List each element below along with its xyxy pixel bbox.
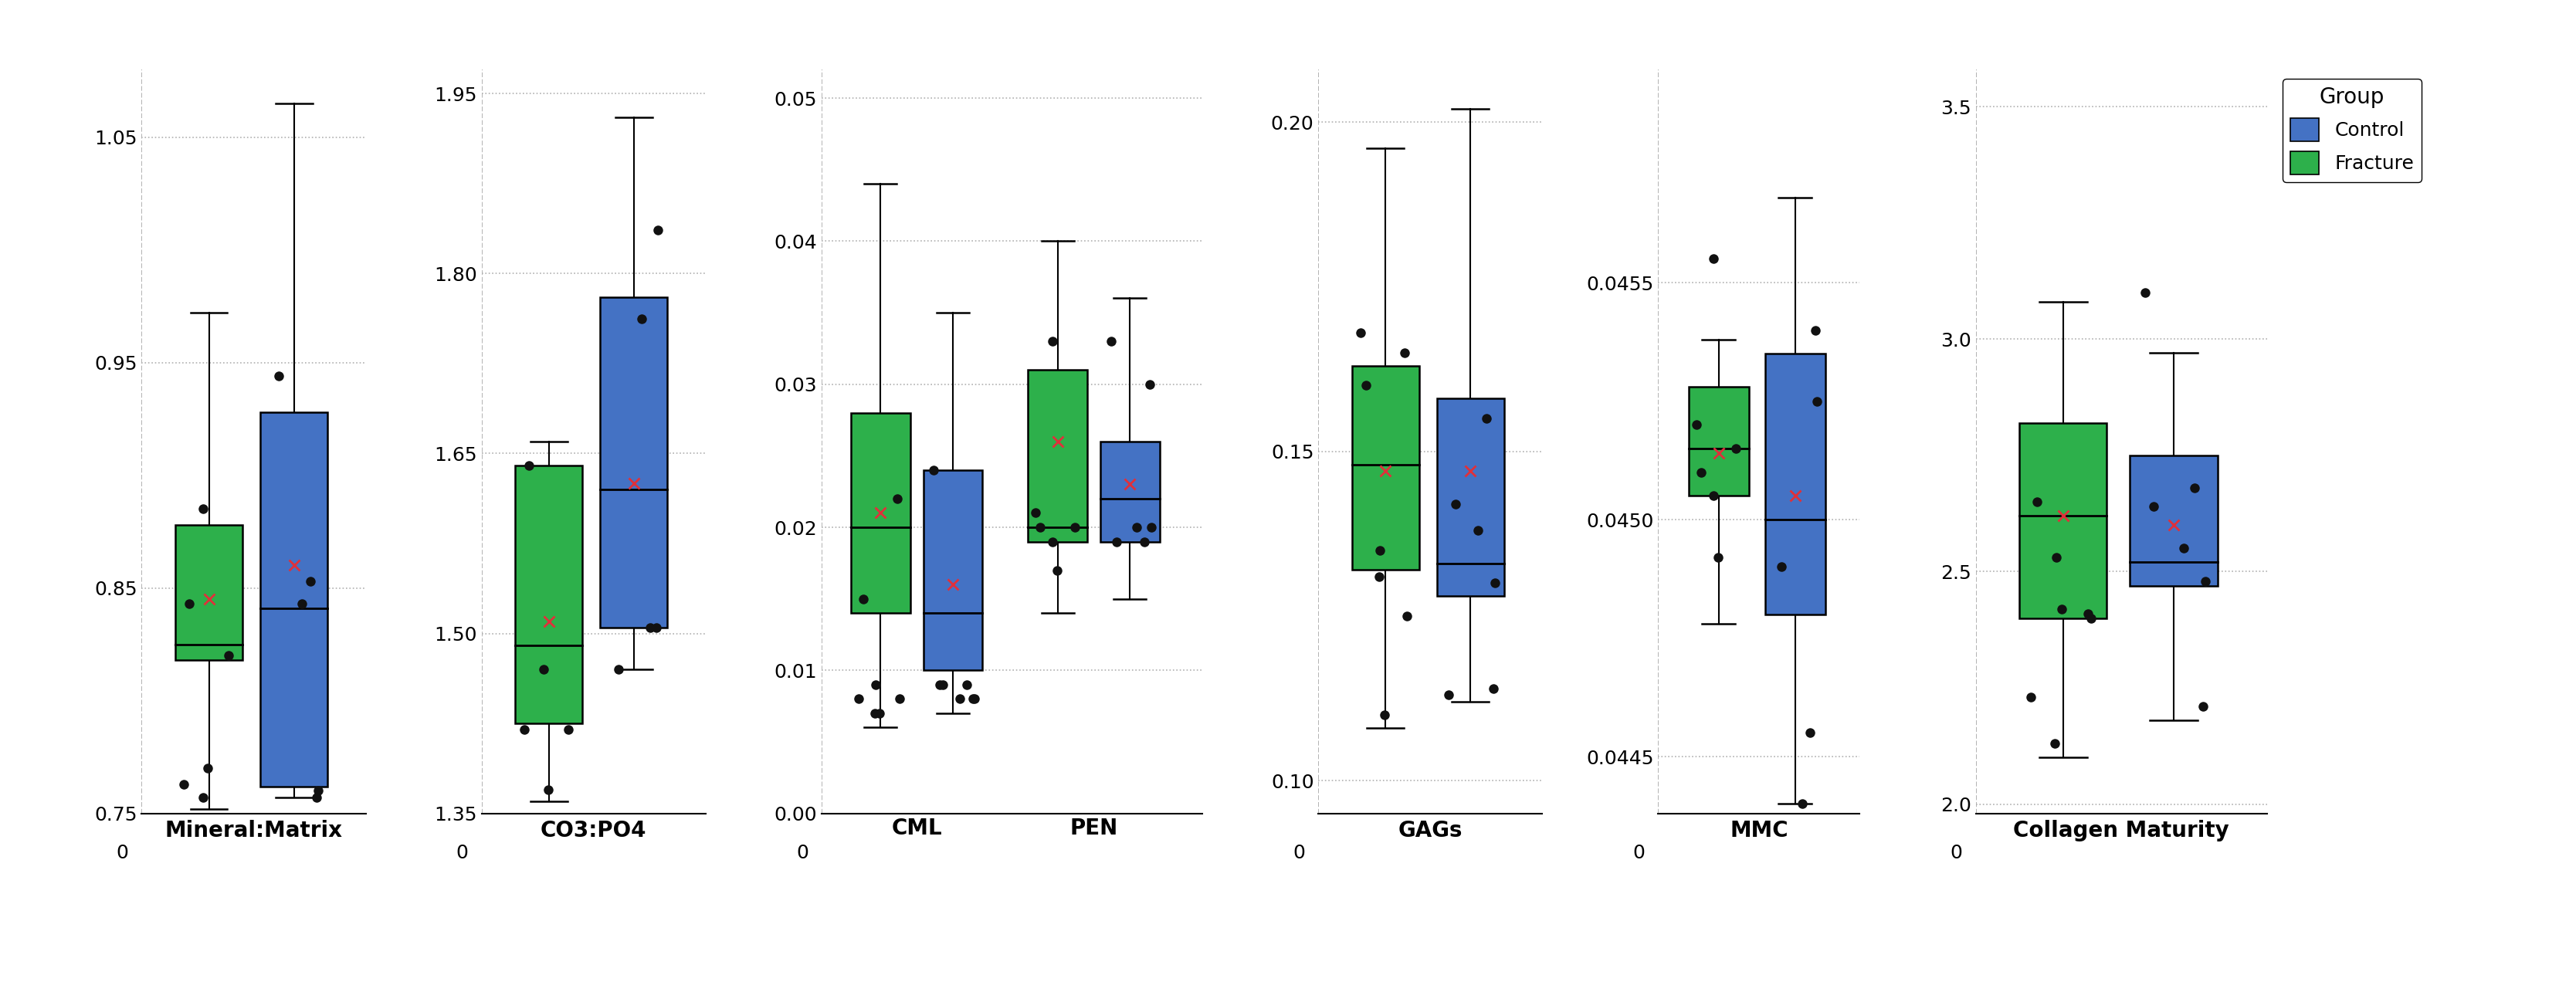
Text: 0: 0 (1293, 843, 1306, 862)
FancyBboxPatch shape (922, 470, 981, 671)
FancyBboxPatch shape (2020, 423, 2107, 618)
FancyBboxPatch shape (1352, 366, 1419, 569)
Text: 0: 0 (796, 843, 809, 862)
Text: 0: 0 (1950, 843, 1963, 862)
Legend: Control, Fracture: Control, Fracture (2282, 79, 2421, 183)
FancyBboxPatch shape (850, 413, 909, 613)
Text: 0: 0 (116, 843, 129, 862)
X-axis label: CO3:PO4: CO3:PO4 (541, 819, 647, 841)
FancyBboxPatch shape (600, 298, 667, 628)
Text: 0: 0 (456, 843, 469, 862)
FancyBboxPatch shape (2130, 455, 2218, 585)
X-axis label: Collagen Maturity: Collagen Maturity (2014, 819, 2228, 841)
FancyBboxPatch shape (260, 412, 327, 787)
X-axis label: Mineral:Matrix: Mineral:Matrix (165, 819, 343, 841)
FancyBboxPatch shape (1100, 441, 1159, 542)
FancyBboxPatch shape (1437, 399, 1504, 596)
FancyBboxPatch shape (1028, 370, 1087, 542)
X-axis label: GAGs: GAGs (1399, 819, 1463, 841)
Text: 0: 0 (1633, 843, 1646, 862)
FancyBboxPatch shape (175, 525, 242, 660)
X-axis label: MMC: MMC (1728, 819, 1788, 841)
FancyBboxPatch shape (515, 465, 582, 723)
FancyBboxPatch shape (1765, 354, 1826, 614)
FancyBboxPatch shape (1687, 387, 1749, 496)
